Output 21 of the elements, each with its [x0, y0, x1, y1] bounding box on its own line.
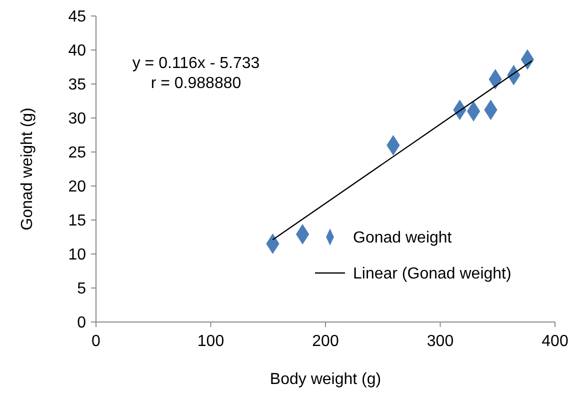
- x-axis-title: Body weight (g): [270, 371, 382, 388]
- y-tick-label: 15: [68, 212, 86, 230]
- y-tick-label: 25: [68, 144, 86, 162]
- y-tick-label: 30: [68, 110, 86, 128]
- annotation: r = 0.988880: [150, 75, 242, 92]
- legend-label: Gonad weight: [353, 230, 452, 247]
- y-axis-title: Gonad weight (g): [19, 108, 36, 230]
- x-tick-label: 300: [426, 333, 454, 350]
- x-tick-label: 400: [542, 333, 568, 350]
- x-tick-label: 200: [312, 333, 339, 350]
- y-tick-label: 5: [77, 280, 86, 298]
- annotation: y = 0.116x - 5.733: [132, 55, 260, 72]
- y-tick-label: 35: [68, 76, 86, 94]
- x-tick-label: 0: [92, 333, 101, 350]
- y-tick-label: 45: [68, 8, 86, 26]
- y-tick-label: 20: [68, 178, 86, 196]
- legend-label: Linear (Gonad weight): [353, 266, 512, 283]
- y-tick-label: 40: [68, 42, 86, 60]
- x-tick-label: 100: [197, 333, 224, 350]
- y-tick-label: 0: [77, 314, 86, 332]
- y-tick-label: 10: [68, 246, 86, 264]
